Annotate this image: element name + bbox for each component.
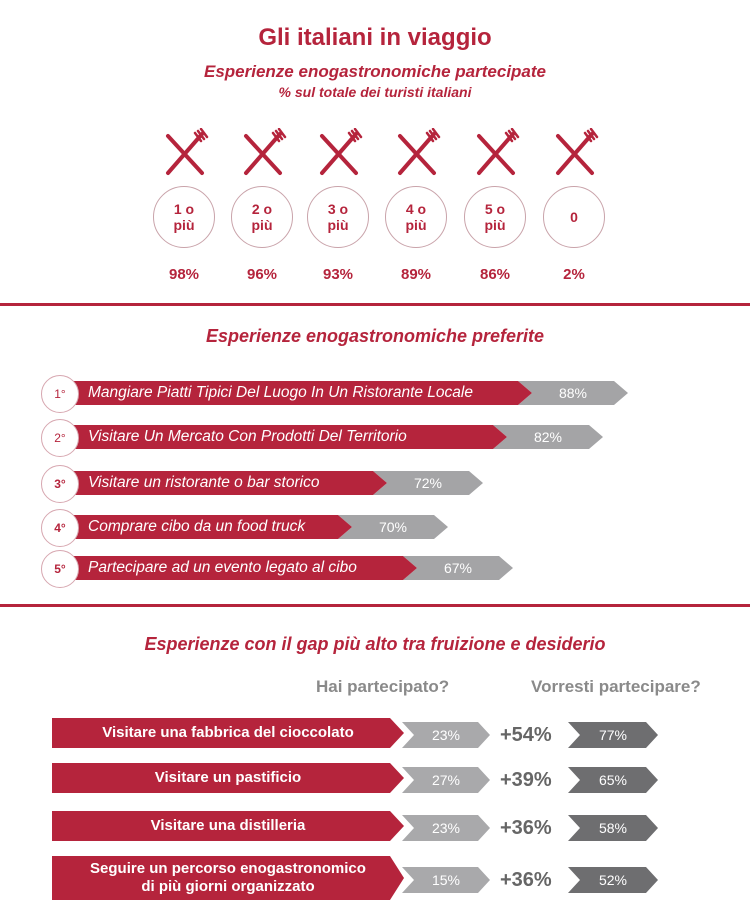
experience-count-label: 3 o più [307, 186, 369, 248]
fork-knife-icon [534, 128, 614, 178]
divider-2 [0, 604, 750, 607]
participated-value: 23% [402, 815, 490, 841]
wish-value: 65% [568, 767, 658, 793]
experience-percent: 89% [400, 266, 432, 283]
experience-item: 0 2% [534, 128, 614, 283]
experience-item: 2 o più 96% [222, 128, 302, 283]
preferred-label: Visitare Un Mercato Con Prodotti Del Ter… [62, 425, 507, 449]
gap-label: Seguire un percorso enogastronomico di p… [52, 856, 404, 900]
experience-item: 1 o più 98% [144, 128, 224, 283]
rank-badge: 3° [41, 465, 79, 503]
gap-delta: +36% [500, 817, 552, 839]
preferred-label: Visitare un ristorante o bar storico [62, 471, 387, 495]
experience-count-label: 0 [543, 186, 605, 248]
participated-value: 15% [402, 867, 490, 893]
col-wish: Vorresti partecipare? [531, 677, 701, 696]
participated-value: 23% [402, 722, 490, 748]
fork-knife-icon [376, 128, 456, 178]
preferred-value: 88% [518, 381, 628, 405]
experience-item: 3 o più 93% [298, 128, 378, 283]
gap-label: Visitare una fabbrica del cioccolato [52, 718, 404, 748]
gap-delta: +36% [500, 869, 552, 891]
experience-item: 5 o più 86% [455, 128, 535, 283]
experience-count-label: 2 o più [231, 186, 293, 248]
experience-item: 4 o più 89% [376, 128, 456, 283]
preferred-label: Mangiare Piatti Tipici Del Luogo In Un R… [62, 381, 532, 405]
rank-badge: 1° [41, 375, 79, 413]
experience-percent: 98% [168, 266, 200, 283]
experience-percent: 2% [563, 266, 585, 283]
rank-badge: 4° [41, 509, 79, 547]
experience-percent: 86% [479, 266, 511, 283]
wish-value: 52% [568, 867, 658, 893]
preferred-value: 67% [403, 556, 513, 580]
gap-label: Visitare una distilleria [52, 811, 404, 841]
experience-count-label: 5 o più [464, 186, 526, 248]
rank-badge: 5° [41, 550, 79, 588]
experience-percent: 96% [246, 266, 278, 283]
fork-knife-icon [298, 128, 378, 178]
gap-delta: +54% [500, 724, 552, 746]
section-subtitle: Esperienze enogastronomiche partecipate [204, 62, 546, 81]
participated-value: 27% [402, 767, 490, 793]
col-participated: Hai partecipato? [316, 677, 450, 696]
preferred-value: 72% [373, 471, 483, 495]
preferred-value: 82% [493, 425, 603, 449]
wish-value: 58% [568, 815, 658, 841]
gap-delta: +39% [500, 769, 552, 791]
preferred-value: 70% [338, 515, 448, 539]
wish-value: 77% [568, 722, 658, 748]
gap-title: Esperienze con il gap più alto tra fruiz… [144, 634, 606, 654]
gap-label: Visitare un pastificio [52, 763, 404, 793]
section-subnote: % sul totale dei turisti italiani [278, 84, 472, 100]
preferred-label: Partecipare ad un evento legato al cibo [62, 556, 417, 580]
experience-count-label: 1 o più [153, 186, 215, 248]
preferred-title: Esperienze enogastronomiche preferite [205, 326, 545, 346]
fork-knife-icon [222, 128, 302, 178]
experience-percent: 93% [322, 266, 354, 283]
fork-knife-icon [455, 128, 535, 178]
divider-1 [0, 303, 750, 306]
fork-knife-icon [144, 128, 224, 178]
preferred-label: Comprare cibo da un food truck [62, 515, 352, 539]
experience-count-label: 4 o più [385, 186, 447, 248]
rank-badge: 2° [41, 419, 79, 457]
page-title: Gli italiani in viaggio [258, 24, 492, 51]
